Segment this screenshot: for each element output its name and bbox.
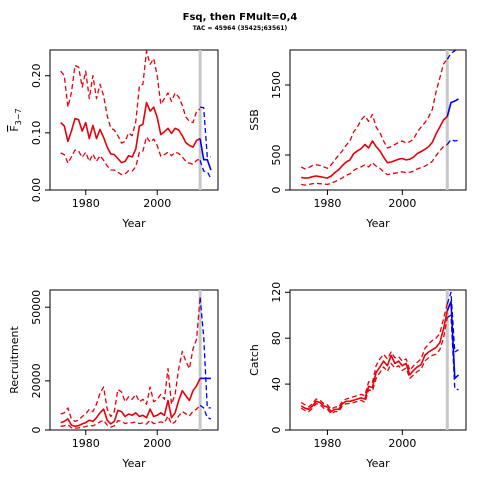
ssb-xtick-label: 2000 bbox=[388, 197, 416, 210]
catch-ytick-label: 40 bbox=[270, 377, 283, 391]
catch-xtick-label: 1980 bbox=[313, 437, 341, 450]
catch-projection-mean-line bbox=[446, 300, 460, 380]
fbar-historic-upper-line bbox=[60, 50, 201, 144]
recruitment-plot-frame bbox=[49, 289, 219, 431]
catch-ytick-label: 0 bbox=[270, 427, 283, 434]
fbar-ytick-label: 0.00 bbox=[30, 178, 43, 203]
ssb-historic-lower-line bbox=[301, 143, 448, 186]
catch-ytick-label: 120 bbox=[270, 282, 283, 303]
recruitment-historic-lower-line bbox=[60, 404, 201, 429]
ssb-ylabel: SSB bbox=[248, 109, 261, 131]
catch-projection-upper-line bbox=[446, 291, 459, 353]
recruitment-ytick-label: 50000 bbox=[30, 290, 43, 325]
ssb-ytick-label: 0 bbox=[270, 187, 283, 194]
catch-historic-mean-line bbox=[300, 310, 449, 413]
catch-ytick-label: 80 bbox=[270, 331, 283, 345]
recruitment-xtick-label: 1980 bbox=[72, 437, 100, 450]
recruitment-xlabel: Year bbox=[121, 457, 146, 470]
recruitment-ytick-label: 0 bbox=[30, 427, 43, 434]
recruitment-historic-mean-line bbox=[60, 378, 201, 428]
fbar-xlabel: Year bbox=[121, 217, 146, 230]
recruitment-ytick-label: 20000 bbox=[30, 363, 43, 398]
fbar-plot-frame bbox=[49, 49, 219, 191]
fbar-xtick-label: 1980 bbox=[72, 197, 100, 210]
ssb-historic-mean-line bbox=[301, 115, 448, 179]
recruitment-historic-upper-line bbox=[60, 297, 201, 423]
catch-plot-frame bbox=[289, 289, 467, 431]
recruitment-projection-upper-line bbox=[199, 297, 211, 409]
catch-panel: 1980 2000 0 40 80 120 Year Catch bbox=[248, 282, 467, 470]
fbar-ytick-label: 0.10 bbox=[30, 121, 43, 146]
fbar-ytick-label: 0.20 bbox=[30, 63, 43, 88]
ssb-plot-frame bbox=[289, 49, 467, 191]
ssb-ytick-label: 1500 bbox=[270, 71, 283, 99]
fbar-projection-mean-line bbox=[199, 138, 212, 171]
catch-historic-lower-line bbox=[300, 317, 448, 415]
ssb-xtick-label: 1980 bbox=[313, 197, 341, 210]
recruitment-projection-lower-line bbox=[199, 404, 212, 420]
ssb-panel: 1980 2000 0 500 1500 Year SSB bbox=[248, 47, 467, 230]
fbar-ylabel: F3−7 bbox=[8, 108, 23, 131]
recruitment-ylabel: Recruitment bbox=[8, 326, 21, 394]
figure-title: Fsq, then FMult=0,4 bbox=[183, 12, 298, 23]
ssb-xlabel: Year bbox=[365, 217, 390, 230]
fbar-projection-upper-line bbox=[199, 106, 211, 158]
fbar-historic-mean-line bbox=[60, 101, 201, 164]
fbar-panel: 1980 2000 0.00 0.10 0.20 Year F3−7 bbox=[8, 49, 219, 230]
figure-subtitle: TAC = 45964 (35425;63561) bbox=[193, 25, 288, 32]
fbar-xtick-label: 2000 bbox=[143, 197, 171, 210]
catch-xlabel: Year bbox=[365, 457, 390, 470]
catch-historic-upper-line bbox=[300, 303, 448, 410]
ssb-projection-mean-line bbox=[446, 98, 459, 117]
fbar-historic-lower-line bbox=[60, 136, 201, 176]
ssb-projection-upper-line bbox=[446, 47, 459, 60]
catch-ylabel: Catch bbox=[248, 344, 261, 376]
fbar-projection-lower-line bbox=[199, 160, 212, 179]
catch-xtick-label: 2000 bbox=[388, 437, 416, 450]
ssb-ytick-label: 500 bbox=[270, 145, 283, 166]
ssb-projection-lower-line bbox=[446, 138, 459, 145]
recruitment-xtick-label: 2000 bbox=[143, 437, 171, 450]
ssb-historic-upper-line bbox=[300, 58, 448, 170]
